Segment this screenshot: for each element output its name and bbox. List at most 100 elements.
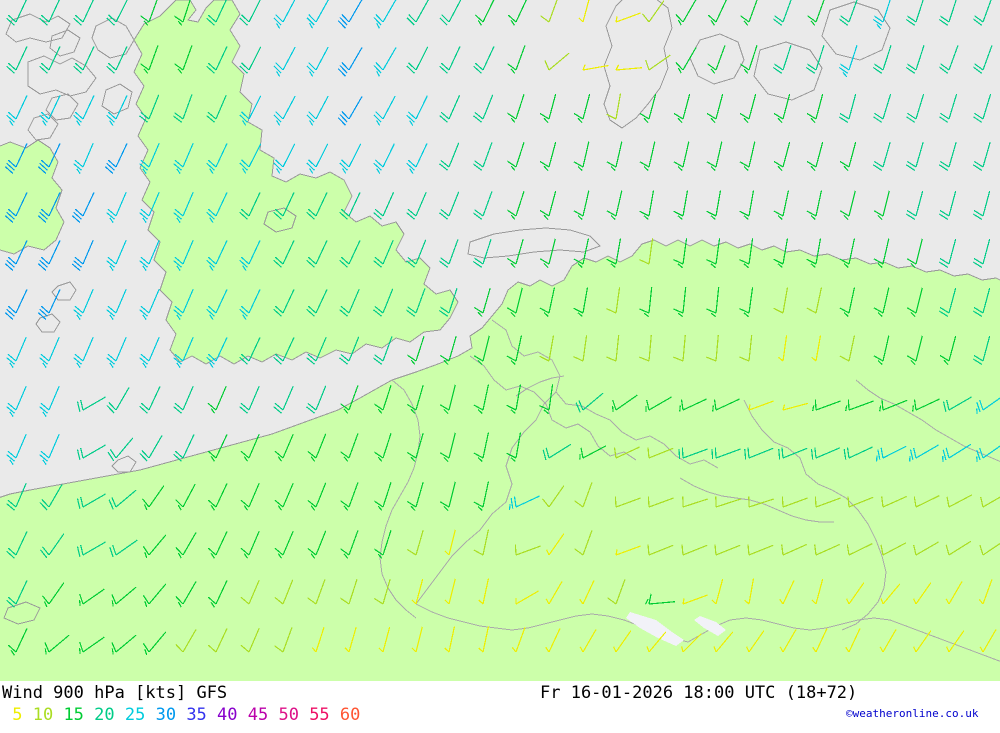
barb-feather [206,308,215,317]
barb-staff [915,541,939,556]
barb-feather [306,17,315,26]
barb-feather [874,15,884,23]
map-viewport[interactable] [0,0,1000,681]
wind-barb [748,400,774,411]
barb-feather [207,353,217,362]
barb-feather [513,496,517,508]
barb-feather [909,449,914,460]
barb-feather [406,500,417,508]
barb-feather [539,355,550,362]
barb-feather [806,160,817,168]
barb-feather [578,17,584,23]
wind-barb [439,94,461,123]
barb-feather [274,499,284,508]
barb-staff [482,481,489,508]
barb-feather [42,459,47,465]
wind-barb [340,579,358,605]
wind-barb [140,0,158,26]
barb-feather [606,308,617,314]
barb-staff [715,93,724,120]
barb-feather [340,597,350,605]
barb-feather [910,311,916,317]
wind-barb [71,239,94,272]
barb-feather [743,312,749,318]
barb-feather [44,601,48,608]
wind-barb [76,444,106,460]
barb-staff [782,0,792,23]
snow-layer [626,612,726,646]
barb-staff [315,530,327,556]
barb-feather [713,399,717,411]
barb-feather [206,17,215,26]
barb-feather [577,166,583,171]
barb-feather [510,457,516,462]
barb-feather [407,208,417,217]
barb-staff [215,192,228,217]
barb-staff [815,141,824,168]
barb-feather [6,259,15,268]
barb-feather [942,449,947,461]
barb-feather [4,263,14,271]
barb-feather [506,355,517,362]
wind-barb [239,289,261,320]
barb-feather [714,447,717,459]
wind-barb [706,287,720,318]
wind-barb [439,384,456,414]
barb-staff [748,630,765,653]
wind-barb [639,238,654,265]
wind-barb [879,399,908,412]
barb-feather [142,594,150,605]
barb-feather [810,20,816,26]
wind-barb [706,238,721,269]
barb-feather [439,163,449,171]
barb-feather [76,449,81,460]
barb-feather [109,314,114,320]
barb-staff [548,533,565,556]
barb-feather [579,646,584,653]
barb-staff [248,482,260,508]
barb-staff [648,141,656,168]
wind-barb [411,578,424,605]
barb-staff [448,288,458,314]
barb-feather [614,496,617,508]
barb-feather [239,356,248,365]
wind-barb-layer[interactable] [4,0,1000,656]
barb-staff [682,141,690,168]
barb-feather [839,160,850,168]
barb-feather [409,168,414,174]
barb-feather [438,310,449,317]
barb-staff [82,588,105,605]
barb-feather [273,259,282,268]
barb-feather [673,308,684,314]
barb-feather [973,257,984,265]
barb-feather [206,162,215,171]
barb-staff [448,46,461,71]
barb-feather [539,112,550,120]
wind-barb [139,435,163,462]
wind-barb [773,0,792,26]
barb-feather [807,15,817,23]
wind-barb [811,335,822,362]
barb-feather [274,402,284,411]
barb-feather [939,112,950,120]
barb-feather [308,111,317,120]
barb-feather [615,16,618,23]
wind-barb [438,288,458,317]
wind-barb [306,95,329,126]
wind-barb-map-svg[interactable] [0,0,1000,681]
wind-barb [139,336,160,368]
barb-feather [938,116,949,123]
barb-feather [139,357,148,365]
wind-barb [339,288,360,317]
barb-staff [748,141,756,168]
barb-feather [613,646,617,653]
barb-feather [877,263,883,268]
barb-feather [508,504,511,511]
wind-barb [37,192,61,223]
barb-feather [306,114,315,123]
barb-staff [282,433,294,459]
barb-feather [443,456,449,462]
barb-feather [847,496,850,508]
wind-barb [613,446,640,459]
barb-feather [176,168,181,174]
